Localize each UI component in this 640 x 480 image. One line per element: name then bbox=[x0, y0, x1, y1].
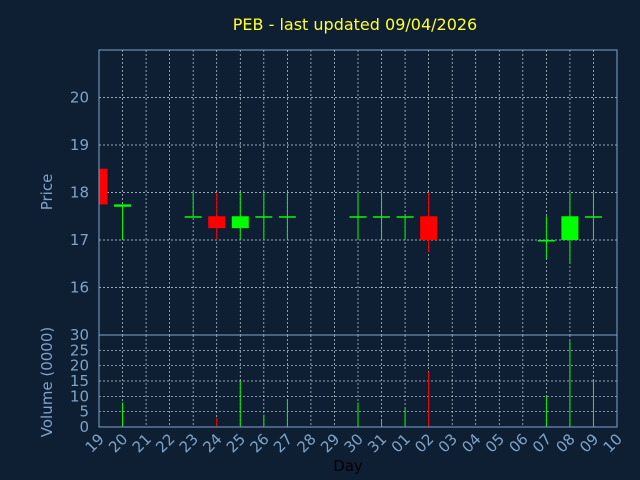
x-tick-label: 25 bbox=[223, 430, 249, 456]
candle-body bbox=[396, 216, 414, 218]
volume-axis-label: Volume (0000) bbox=[38, 327, 56, 437]
candle-body bbox=[537, 240, 555, 242]
x-tick-label: 20 bbox=[105, 430, 131, 456]
x-tick-label: 05 bbox=[482, 430, 508, 456]
volume-tick-label: 5 bbox=[79, 403, 89, 421]
x-tick-label: 08 bbox=[553, 430, 579, 456]
candle bbox=[373, 192, 391, 240]
candle bbox=[537, 216, 555, 259]
candle bbox=[255, 192, 273, 240]
x-tick-label: 02 bbox=[411, 430, 437, 456]
x-tick-label: 21 bbox=[129, 430, 155, 456]
candle bbox=[208, 192, 226, 240]
x-tick-label: 29 bbox=[317, 430, 343, 456]
x-tick-label: 24 bbox=[199, 430, 225, 456]
price-tick-label: 20 bbox=[70, 89, 89, 107]
candle-body bbox=[231, 216, 249, 229]
x-tick-labels: 1920212223242526272829303101020304050607… bbox=[82, 430, 626, 456]
price-tick-label: 16 bbox=[70, 279, 89, 297]
volume-tick-label: 20 bbox=[70, 357, 89, 375]
candle bbox=[396, 216, 414, 240]
x-tick-label: 09 bbox=[576, 430, 602, 456]
candle bbox=[114, 204, 132, 240]
candle bbox=[420, 192, 438, 252]
x-tick-label: 22 bbox=[152, 430, 178, 456]
x-tick-label: 30 bbox=[341, 430, 367, 456]
candle-body bbox=[584, 216, 602, 218]
price-tick-label: 19 bbox=[70, 136, 89, 154]
price-axis-label: Price bbox=[38, 174, 56, 211]
candle-body bbox=[208, 216, 226, 229]
x-tick-label: 04 bbox=[458, 430, 484, 456]
volume-tick-label: 10 bbox=[70, 387, 89, 405]
x-tick-label: 07 bbox=[529, 430, 555, 456]
candle-body bbox=[184, 216, 202, 218]
candle-body bbox=[561, 216, 579, 240]
x-tick-label: 26 bbox=[246, 430, 272, 456]
x-tick-label: 06 bbox=[505, 430, 531, 456]
x-tick-label: 03 bbox=[435, 430, 461, 456]
price-tick-label: 17 bbox=[70, 231, 89, 249]
candle-body bbox=[114, 204, 132, 207]
price-panel: 16 17 18 19 20 bbox=[70, 49, 618, 336]
volume-tick-label: 15 bbox=[70, 372, 89, 390]
x-tick-label: 23 bbox=[176, 430, 202, 456]
x-tick-label: 27 bbox=[270, 430, 296, 456]
candle bbox=[278, 192, 296, 240]
price-tick-label: 18 bbox=[70, 184, 89, 202]
x-tick-label: 01 bbox=[388, 430, 414, 456]
chart-title: PEB - last updated 09/04/2026 bbox=[233, 15, 477, 34]
candle bbox=[231, 192, 249, 240]
volume-tick-label: 30 bbox=[70, 326, 89, 344]
candle-body bbox=[373, 216, 391, 218]
candle bbox=[98, 168, 108, 205]
x-tick-label: 31 bbox=[364, 430, 390, 456]
candle-body bbox=[420, 216, 438, 240]
x-tick-label: 10 bbox=[600, 430, 626, 456]
candle bbox=[184, 192, 202, 218]
x-axis-label: Day bbox=[333, 457, 363, 475]
x-tick-label: 28 bbox=[294, 430, 320, 456]
candle-body bbox=[278, 216, 296, 218]
volume-tick-label: 0 bbox=[79, 418, 89, 436]
volume-frame bbox=[98, 334, 618, 428]
candle bbox=[349, 192, 367, 240]
volume-tick-label: 25 bbox=[70, 341, 89, 359]
candle bbox=[561, 192, 579, 264]
candle-body bbox=[99, 168, 108, 205]
candle bbox=[584, 192, 602, 240]
candle-body bbox=[255, 216, 273, 218]
candle-body bbox=[349, 216, 367, 218]
